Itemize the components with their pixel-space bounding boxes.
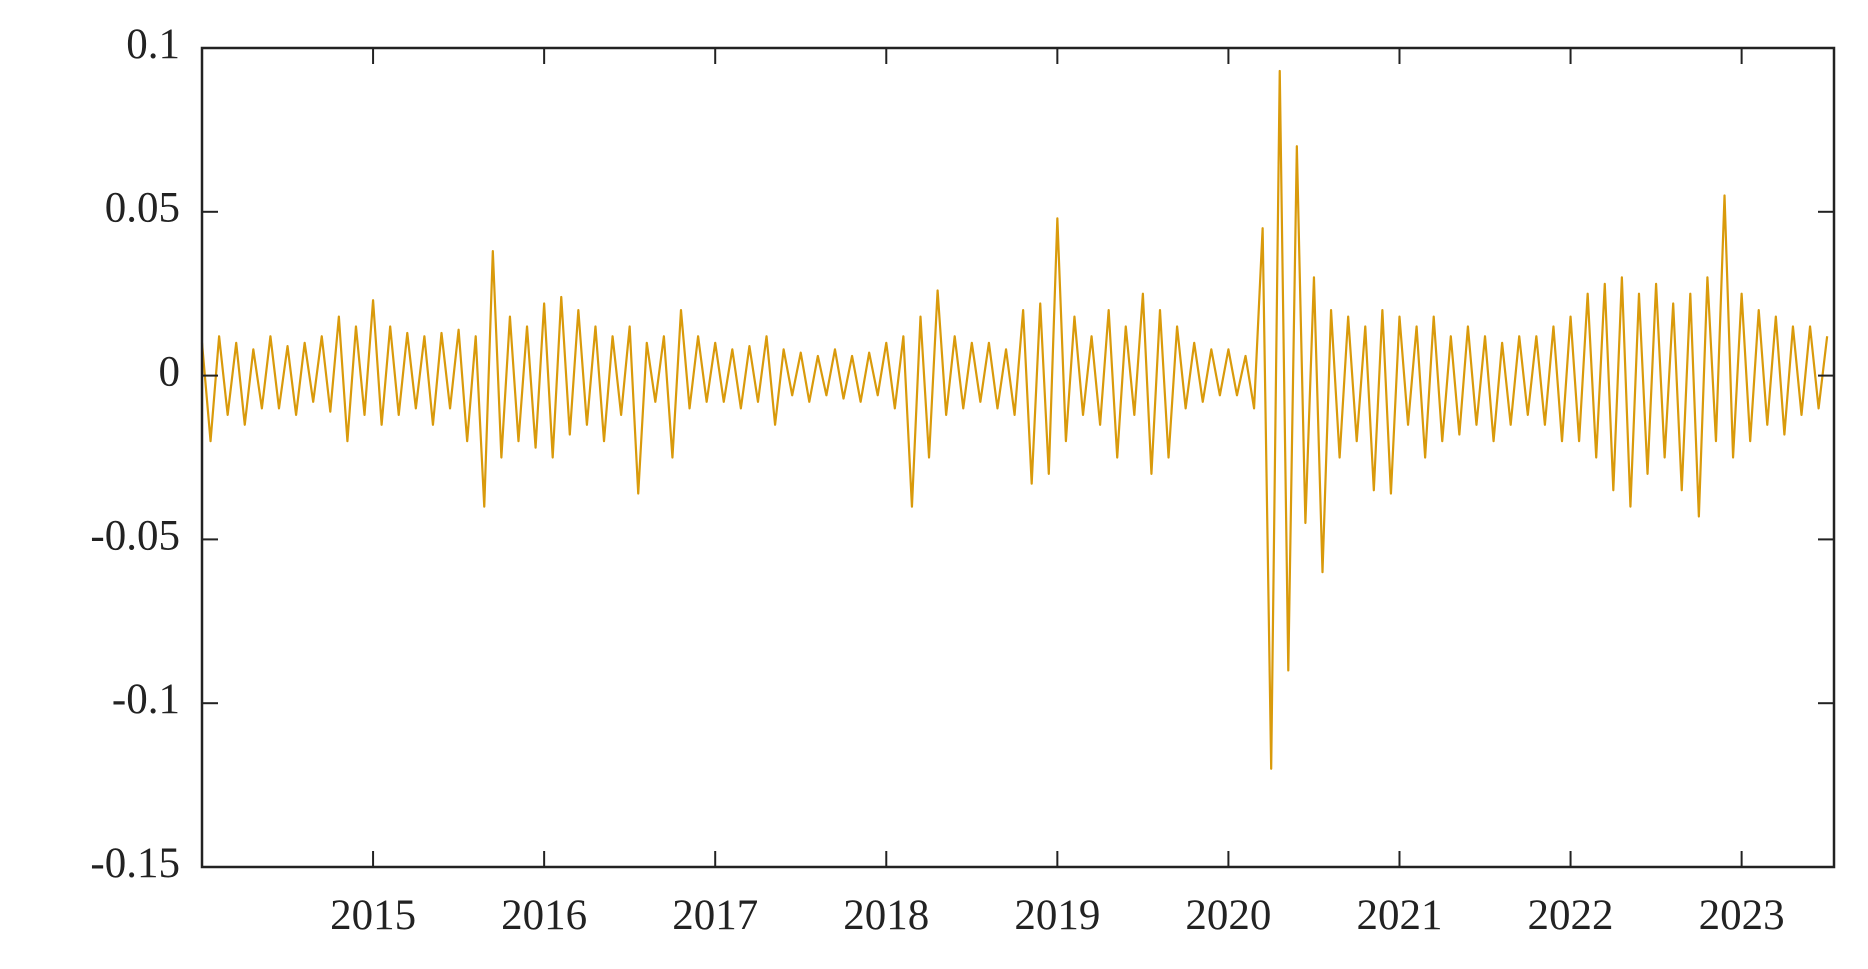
y-tick-label: 0.1 (126, 21, 180, 68)
x-tick-label: 2019 (1014, 892, 1100, 939)
plot-frame (200, 46, 1836, 869)
x-tick-label: 2020 (1185, 892, 1271, 939)
x-tick-label: 2015 (330, 892, 416, 939)
y-tick-label: -0.05 (90, 512, 180, 559)
x-tick-label: 2023 (1699, 892, 1785, 939)
y-tick-label: 0 (159, 348, 181, 395)
x-tick-label: 2021 (1356, 892, 1442, 939)
y-tick-label: -0.1 (112, 676, 180, 723)
x-tick-label: 2017 (672, 892, 758, 939)
y-tick-label: 0.05 (105, 185, 180, 232)
x-tick-label: 2018 (843, 892, 929, 939)
x-tick-label: 2016 (501, 892, 587, 939)
y-tick-label: -0.15 (90, 840, 180, 887)
data-line (200, 69, 1829, 770)
x-tick-label: 2022 (1528, 892, 1614, 939)
